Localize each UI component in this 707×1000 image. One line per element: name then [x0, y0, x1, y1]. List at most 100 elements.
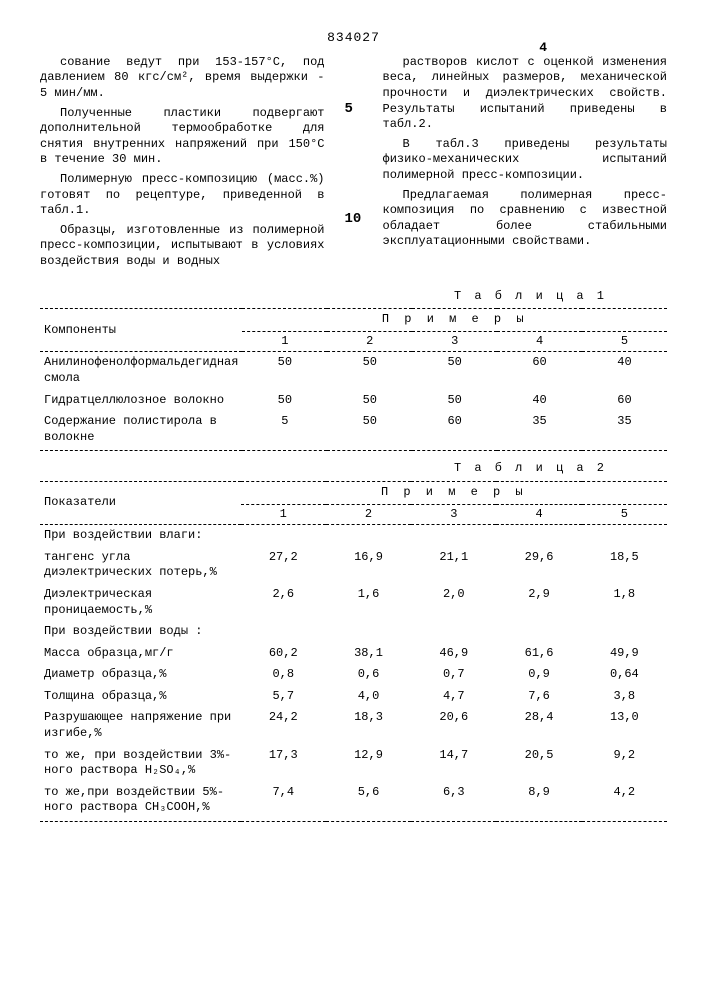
para: Полимерную пресс-композицию (масс.%) гот…	[40, 172, 325, 219]
cell: 50	[327, 352, 412, 390]
col-num: 5	[582, 331, 667, 352]
cell: 20,6	[411, 707, 496, 744]
right-column: растворов кислот с оценкой изменения вес…	[383, 55, 668, 274]
cell: 50	[327, 390, 412, 412]
para: растворов кислот с оценкой изменения вес…	[383, 55, 668, 133]
cell: 60	[582, 390, 667, 412]
cell: 7,6	[496, 686, 581, 708]
cell: 24,2	[241, 707, 326, 744]
cell: 2,0	[411, 584, 496, 621]
row-label: Диаметр образца,%	[40, 664, 241, 686]
col-num: 2	[327, 331, 412, 352]
col-num: 3	[411, 504, 496, 525]
table2-title: Т а б л и ц а 2	[40, 461, 667, 477]
cell: 16,9	[326, 547, 411, 584]
cell: 5,6	[326, 782, 411, 819]
section-label: При воздействии воды :	[40, 621, 241, 643]
cell: 0,7	[411, 664, 496, 686]
cell: 1,8	[582, 584, 667, 621]
cell: 8,9	[496, 782, 581, 819]
cell: 6,3	[411, 782, 496, 819]
cell: 35	[582, 411, 667, 448]
cell: 4,0	[326, 686, 411, 708]
row-label: Разрушающее напряжение при изгибе,%	[40, 707, 241, 744]
cell: 2,9	[496, 584, 581, 621]
margin-numbers: 5 10	[345, 55, 363, 274]
cell: 9,2	[582, 745, 667, 782]
row-label: то же, при воздействии 3%-ного раствора …	[40, 745, 241, 782]
cell: 4,7	[411, 686, 496, 708]
para: сование ведут при 153-157°С, под давлени…	[40, 55, 325, 102]
table2-hdr-left: Показатели	[40, 481, 241, 524]
cell: 13,0	[582, 707, 667, 744]
cell: 60,2	[241, 643, 326, 665]
row-label: Толщина образца,%	[40, 686, 241, 708]
cell: 49,9	[582, 643, 667, 665]
cell: 50	[242, 390, 327, 412]
col-num: 1	[242, 331, 327, 352]
cell: 40	[582, 352, 667, 390]
cell: 46,9	[411, 643, 496, 665]
row-label: Масса образца,мг/г	[40, 643, 241, 665]
cell: 0,64	[582, 664, 667, 686]
row-label: Диэлектрическая проницаемость,%	[40, 584, 241, 621]
para: Образцы, изготовленные из полимерной пре…	[40, 223, 325, 270]
cell: 18,3	[326, 707, 411, 744]
para: Полученные пластики подвергают дополните…	[40, 106, 325, 168]
table1-title: Т а б л и ц а 1	[40, 289, 667, 305]
cell: 4,2	[582, 782, 667, 819]
cell: 29,6	[496, 547, 581, 584]
table1-hdr-left: Компоненты	[40, 309, 242, 352]
table1: Компоненты П р и м е р ы 1 2 3 4 5 Анили…	[40, 308, 667, 451]
cell: 21,1	[411, 547, 496, 584]
col-num: 5	[582, 504, 667, 525]
row-label: Гидратцеллюлозное волокно	[40, 390, 242, 412]
table2: Показатели П р и м е р ы 1 2 3 4 5 При в…	[40, 481, 667, 822]
cell: 14,7	[411, 745, 496, 782]
cell: 0,8	[241, 664, 326, 686]
cell: 1,6	[326, 584, 411, 621]
cell: 27,2	[241, 547, 326, 584]
margin-5: 5	[345, 100, 363, 118]
cell: 3,8	[582, 686, 667, 708]
page-number: 4	[539, 40, 547, 57]
left-column: сование ведут при 153-157°С, под давлени…	[40, 55, 325, 274]
col-num: 3	[412, 331, 497, 352]
cell: 2,6	[241, 584, 326, 621]
para: В табл.3 приведены результаты физико-мех…	[383, 137, 668, 184]
para: Предлагаемая полимерная пресс-композиция…	[383, 188, 668, 250]
cell: 12,9	[326, 745, 411, 782]
row-label: Анилинофенолформальдегидная смола	[40, 352, 242, 390]
margin-10: 10	[345, 210, 363, 228]
row-label: тангенс угла диэлектрических потерь,%	[40, 547, 241, 584]
col-num: 2	[326, 504, 411, 525]
col-num: 4	[497, 331, 582, 352]
text-columns: сование ведут при 153-157°С, под давлени…	[40, 55, 667, 274]
cell: 20,5	[496, 745, 581, 782]
cell: 60	[412, 411, 497, 448]
section-label: При воздействии влаги:	[40, 525, 241, 547]
cell: 5	[242, 411, 327, 448]
row-label: то же,при воздействии 5%-ного раствора C…	[40, 782, 241, 819]
cell: 35	[497, 411, 582, 448]
col-num: 1	[241, 504, 326, 525]
table2-hdr-right: П р и м е р ы	[241, 481, 667, 504]
row-label: Содержание полистирола в волокне	[40, 411, 242, 448]
doc-number: 834027	[40, 30, 667, 47]
col-num: 4	[496, 504, 581, 525]
cell: 61,6	[496, 643, 581, 665]
cell: 28,4	[496, 707, 581, 744]
cell: 38,1	[326, 643, 411, 665]
cell: 0,6	[326, 664, 411, 686]
cell: 50	[242, 352, 327, 390]
cell: 5,7	[241, 686, 326, 708]
cell: 50	[412, 390, 497, 412]
cell: 50	[327, 411, 412, 448]
table1-hdr-right: П р и м е р ы	[242, 309, 667, 332]
cell: 40	[497, 390, 582, 412]
cell: 17,3	[241, 745, 326, 782]
cell: 7,4	[241, 782, 326, 819]
cell: 18,5	[582, 547, 667, 584]
cell: 50	[412, 352, 497, 390]
cell: 60	[497, 352, 582, 390]
